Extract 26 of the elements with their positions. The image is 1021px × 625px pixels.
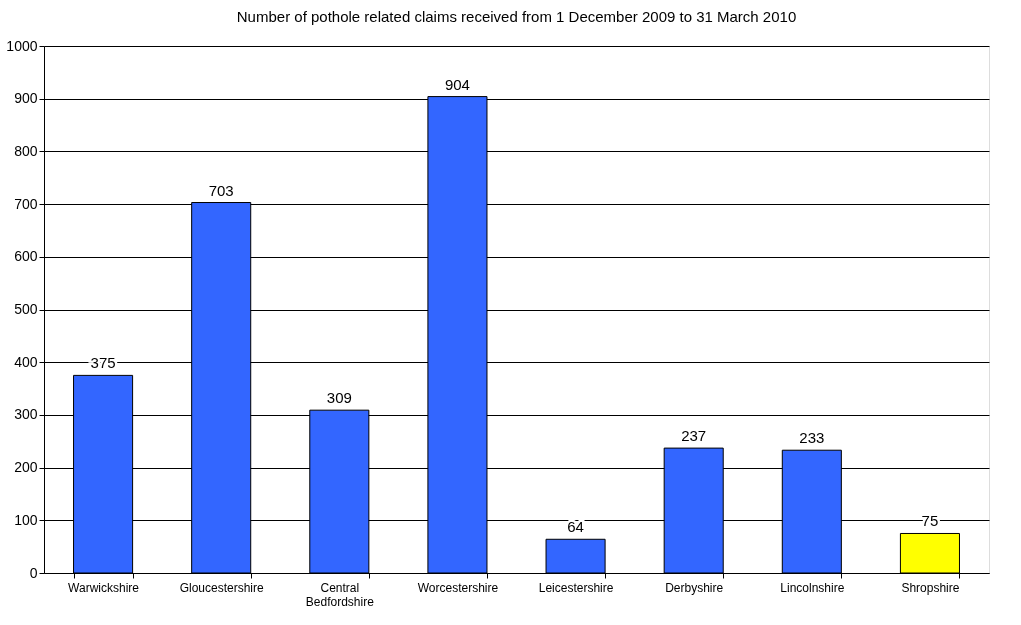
chart-title: Number of pothole related claims received from 1 December 2009 to 31 March 2010 [236, 8, 797, 25]
x-tick-label: Leicestershire [538, 580, 614, 595]
y-tick-label: 600 [14, 248, 38, 265]
y-tick-label: 100 [14, 511, 38, 528]
data-label: 237 [681, 427, 707, 445]
x-tick-label: Worcestershire [417, 580, 499, 595]
y-tick-label: 500 [14, 301, 38, 317]
data-label: 309 [326, 389, 352, 407]
y-tick-label: 1000 [6, 37, 38, 54]
x-tick-label: Shropshire [901, 580, 960, 595]
data-label: 703 [208, 181, 234, 199]
x-tick-label: Warwickshire [68, 580, 140, 595]
y-tick-label: 700 [14, 195, 38, 212]
y-tick-label: 200 [14, 459, 38, 476]
x-tick-label: Lincolnshire [780, 580, 845, 595]
y-tick-label: 300 [14, 406, 38, 423]
y-tick-label: 800 [14, 142, 38, 159]
y-tick-label: 400 [14, 353, 38, 370]
x-tick-label: Central Bedfordshire [305, 580, 375, 609]
x-tick-label: Derbyshire [665, 580, 724, 595]
data-label: 904 [444, 75, 470, 93]
y-tick-label: 900 [14, 90, 38, 107]
x-tick-label: Gloucestershire [179, 580, 265, 595]
data-label: 64 [567, 518, 584, 536]
data-label: 233 [799, 429, 825, 447]
y-tick-label: 0 [29, 564, 38, 581]
